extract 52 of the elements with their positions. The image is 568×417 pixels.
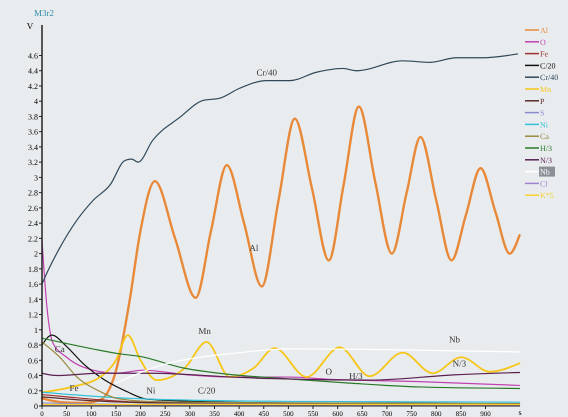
y-tick-label: 4.2 (28, 82, 38, 91)
y-tick-label: 4.6 (28, 51, 38, 60)
legend-label: K*5 (540, 191, 554, 200)
y-tick-label: 1 (34, 326, 38, 335)
legend-label: H/3 (540, 144, 552, 153)
legend-label: S (540, 108, 544, 118)
legend-label: Fe (540, 50, 548, 59)
y-tick-label: 3.6 (28, 128, 38, 137)
annotation: N/3 (452, 358, 467, 369)
legend-label: Cr/40 (540, 73, 558, 82)
y-tick-label: 1.2 (28, 310, 38, 320)
annotation: Mn (198, 326, 212, 336)
x-axis-title: s (518, 408, 522, 417)
y-tick-label: 2 (34, 250, 38, 259)
y-tick-label: 2.2 (28, 234, 38, 244)
y-tick-label: 4 (34, 97, 38, 106)
y-tick-label: 0.4 (28, 372, 38, 381)
legend-label: Ni (540, 120, 549, 130)
annotation: H/3 (349, 370, 364, 381)
annotation: C/20 (198, 385, 216, 396)
annotation: Ni (146, 385, 156, 396)
y-tick-label: 1.6 (28, 280, 38, 290)
legend-label: P (540, 96, 545, 106)
chart-title: M3r2 (34, 8, 54, 18)
line-series (41, 53, 518, 285)
y-tick-label: 2.8 (28, 188, 38, 198)
y-tick-label: 3.2 (28, 158, 38, 168)
legend-label: O (540, 38, 546, 47)
y-tick-label: 3.4 (28, 142, 38, 152)
annotation: Cr/40 (256, 68, 278, 78)
y-tick-label: 0.2 (28, 386, 38, 396)
y-axis-title: V (26, 21, 34, 31)
legend-label: Cl (540, 179, 548, 188)
y-tick-label: 0 (34, 402, 38, 411)
annotation: Nb (448, 334, 460, 344)
y-tick-label: 2.6 (28, 204, 38, 213)
y-tick-label: 1.4 (28, 295, 38, 304)
line-series (115, 348, 520, 384)
legend-label: C/20 (540, 61, 556, 70)
y-tick-label: 3 (34, 173, 38, 182)
legend-label: Ca (540, 132, 550, 142)
y-tick-label: 1.8 (28, 264, 38, 274)
y-tick-label: 3.8 (28, 112, 38, 122)
legend-label: Nb (540, 168, 550, 177)
y-tick-label: 0.8 (28, 341, 38, 350)
legend-label: Mn (540, 85, 552, 94)
legend-label: N/3 (540, 156, 552, 165)
y-tick-label: 2.4 (28, 219, 38, 228)
y-tick-label: 4.4 (28, 66, 38, 76)
y-tick-label: 0.6 (28, 356, 38, 366)
annotation: O (326, 366, 333, 376)
legend-label: Al (540, 26, 549, 35)
